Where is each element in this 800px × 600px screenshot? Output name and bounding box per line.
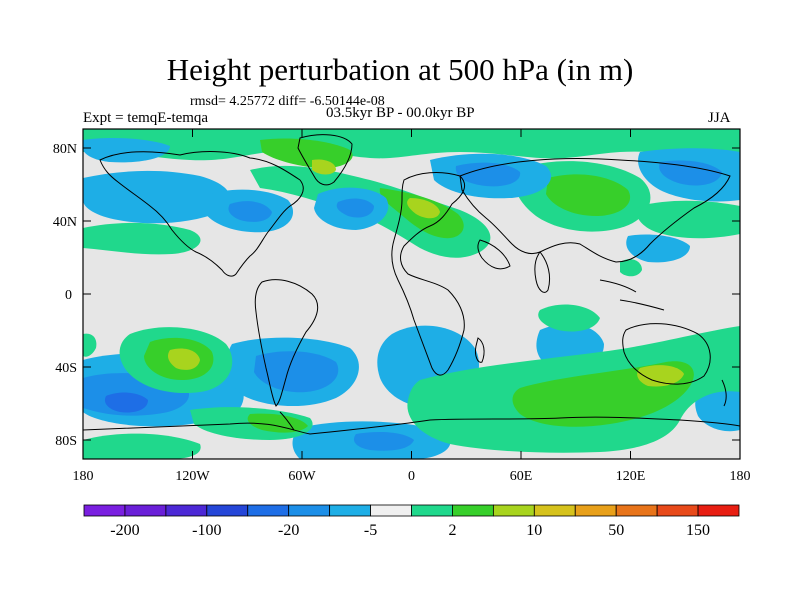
colorbar-label: 150	[686, 522, 710, 539]
colorbar-box	[574, 504, 617, 517]
colorbar-box	[165, 504, 208, 517]
lon-axis: 180 120W 60W 0 60E 120E 180	[73, 129, 751, 484]
colorbar-label: 50	[608, 522, 624, 539]
colorbar-label: -5	[364, 522, 377, 539]
period-label: 03.5kyr BP - 00.0kyr BP	[326, 105, 475, 121]
contour-negative-region	[626, 234, 690, 263]
contour-negative-region	[254, 351, 339, 393]
contour-field	[83, 129, 740, 459]
lat-label: 40S	[55, 361, 77, 376]
colorbar-box	[615, 504, 658, 517]
colorbar-label: -20	[278, 522, 299, 539]
contour-positive-region	[546, 174, 631, 216]
lat-axis: 80N 40N 0 40S 80S	[53, 142, 740, 449]
colorbar-box	[533, 504, 576, 517]
contour-positive-region	[83, 333, 97, 357]
contour-positive-region	[83, 129, 740, 161]
contour-negative-region	[695, 386, 740, 432]
contour-negative-region	[104, 392, 148, 413]
colorbar-box	[370, 504, 412, 517]
lon-label: 120E	[616, 469, 646, 484]
lon-label: 180	[730, 469, 751, 484]
contour-positive-region	[83, 222, 201, 255]
contour-positive-region	[407, 198, 440, 219]
colorbar-box	[206, 504, 249, 517]
map-title: Height perturbation at 500 hPa (in m)	[166, 52, 634, 87]
colorbar-box	[329, 504, 371, 517]
contour-negative-region	[455, 162, 521, 187]
contour-positive-region	[260, 138, 353, 169]
lon-label: 0	[408, 469, 415, 484]
contour-positive-region	[83, 433, 201, 459]
colorbar-box	[452, 504, 494, 517]
colorbar-box	[492, 504, 535, 517]
contour-negative-region	[228, 201, 272, 222]
colorbar-box	[288, 504, 331, 517]
contour-positive-region	[168, 348, 200, 370]
lon-label: 120W	[175, 469, 210, 484]
colorbar-box	[83, 504, 126, 517]
contour-positive-region	[312, 159, 336, 175]
contour-positive-region	[636, 200, 740, 239]
contour-negative-region	[336, 198, 374, 218]
contour-positive-region	[637, 365, 684, 387]
lat-label: 80N	[53, 142, 77, 157]
contour-negative-region	[83, 138, 170, 163]
lat-label: 40N	[53, 215, 77, 230]
lat-label: 80S	[55, 434, 77, 449]
colorbar-label: -100	[192, 522, 221, 539]
contour-negative-region	[353, 432, 414, 451]
lon-label: 60E	[510, 469, 533, 484]
colorbar: -200 -100 -20 -5 2 10 50 150	[83, 504, 740, 539]
colorbar-box	[247, 504, 290, 517]
coastlines	[83, 134, 740, 435]
colorbar-box	[656, 504, 699, 517]
lon-label: 60W	[288, 469, 316, 484]
colorbar-label: 2	[448, 522, 456, 539]
season-label: JJA	[708, 110, 731, 126]
colorbar-label: -200	[110, 522, 139, 539]
colorbar-label: 10	[526, 522, 542, 539]
stats-text: rmsd= 4.25772 diff= -6.50144e-08	[190, 94, 385, 109]
contour-positive-region	[620, 259, 642, 277]
colorbar-box	[411, 504, 453, 517]
lat-label: 0	[65, 288, 72, 303]
contour-negative-region	[659, 160, 722, 186]
lon-label: 180	[73, 469, 94, 484]
experiment-label: Expt = temqE-temqa	[83, 110, 209, 126]
colorbar-box	[124, 504, 167, 517]
colorbar-box	[697, 504, 740, 517]
contour-positive-region	[538, 304, 600, 332]
